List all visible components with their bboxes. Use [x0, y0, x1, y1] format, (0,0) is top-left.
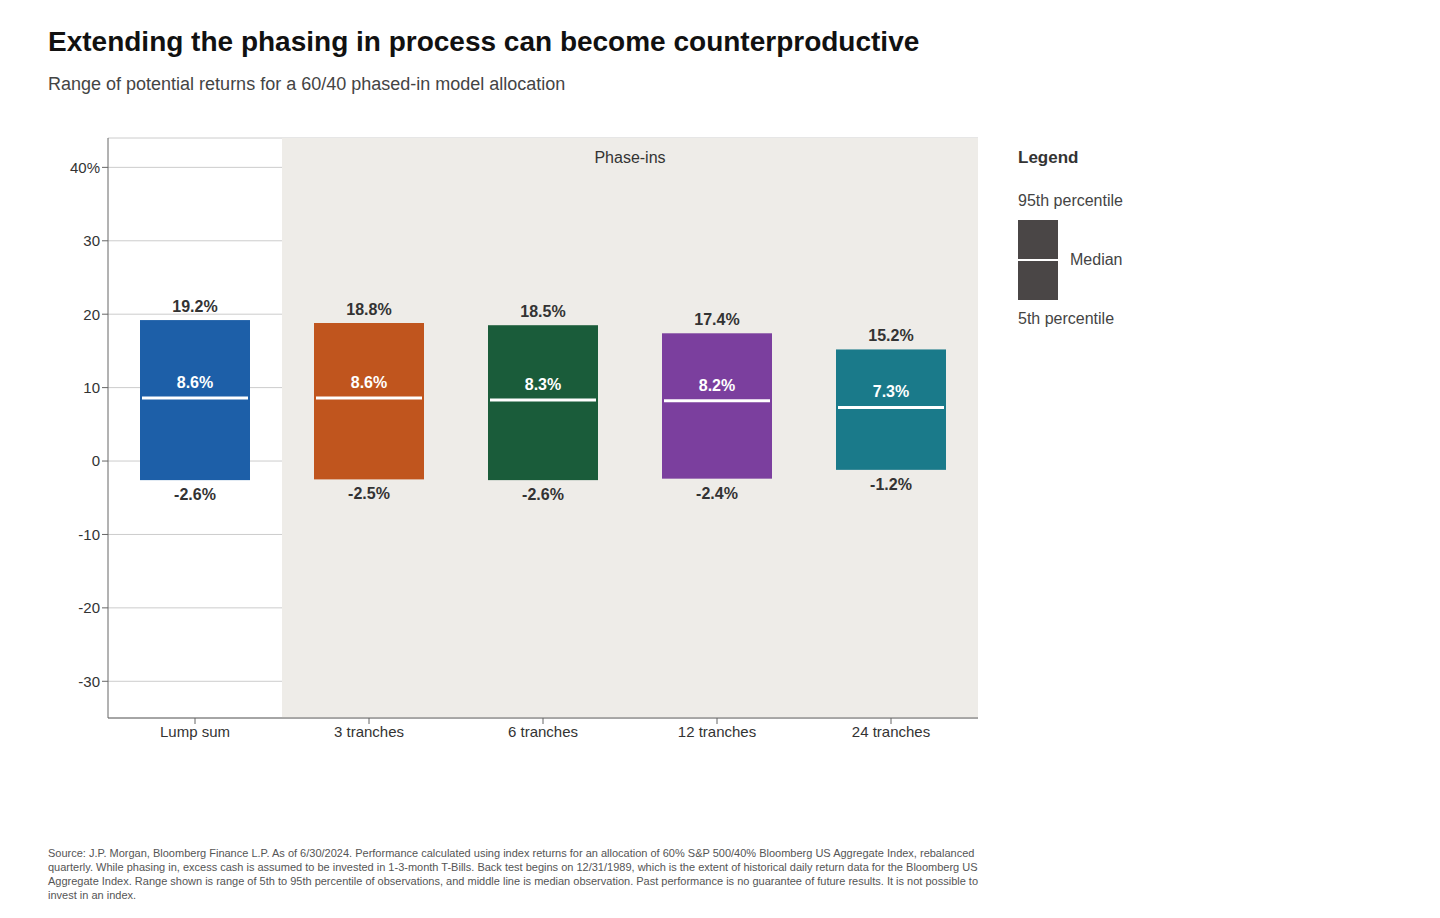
svg-text:7.3%: 7.3%	[873, 383, 909, 400]
html-text:Source: J.P. Morgan, Bloomberg: Source: J.P. Morgan, Bloomberg Finance L…	[48, 847, 975, 859]
html-text:5th percentile: 5th percentile	[1018, 310, 1115, 327]
html-text:95th percentile: 95th percentile	[1018, 192, 1123, 209]
svg-text:-10: -10	[78, 526, 100, 543]
html-text:Aggregate Index. Range shown i: Aggregate Index. Range shown is range of…	[48, 875, 979, 887]
svg-text:-30: -30	[78, 673, 100, 690]
svg-text:-2.5%: -2.5%	[348, 485, 390, 502]
svg-text:10: 10	[83, 379, 100, 396]
svg-text:19.2%: 19.2%	[172, 298, 217, 315]
svg-text:-20: -20	[78, 599, 100, 616]
svg-text:12 tranches: 12 tranches	[678, 723, 756, 740]
svg-text:Phase-ins: Phase-ins	[594, 149, 665, 166]
html-text:Median: Median	[1070, 251, 1123, 268]
svg-text:20: 20	[83, 306, 100, 323]
svg-text:3 tranches: 3 tranches	[334, 723, 404, 740]
svg-text:-2.4%: -2.4%	[696, 485, 738, 502]
svg-text:Lump sum: Lump sum	[160, 723, 230, 740]
svg-text:-2.6%: -2.6%	[174, 486, 216, 503]
svg-text:30: 30	[83, 232, 100, 249]
svg-text:-2.6%: -2.6%	[522, 486, 564, 503]
html-text:Extending the phasing in proce: Extending the phasing in process can bec…	[48, 26, 920, 57]
svg-text:40%: 40%	[70, 159, 100, 176]
svg-text:8.3%: 8.3%	[525, 376, 561, 393]
svg-text:17.4%: 17.4%	[694, 311, 739, 328]
svg-text:24 tranches: 24 tranches	[852, 723, 930, 740]
svg-text:18.5%: 18.5%	[520, 303, 565, 320]
svg-text:8.2%: 8.2%	[699, 377, 735, 394]
svg-text:15.2%: 15.2%	[868, 327, 913, 344]
svg-text:8.6%: 8.6%	[177, 374, 213, 391]
html-text:quarterly. While phasing in, e: quarterly. While phasing in, excess cash…	[48, 861, 978, 873]
svg-text:0: 0	[92, 452, 100, 469]
svg-text:-1.2%: -1.2%	[870, 476, 912, 493]
svg-text:18.8%: 18.8%	[346, 301, 391, 318]
html-text:Legend: Legend	[1018, 148, 1079, 167]
html-text:Range of potential returns for: Range of potential returns for a 60/40 p…	[48, 74, 566, 94]
html-text:invest in an index.: invest in an index.	[48, 889, 137, 901]
svg-text:8.6%: 8.6%	[351, 374, 387, 391]
svg-text:6 tranches: 6 tranches	[508, 723, 578, 740]
